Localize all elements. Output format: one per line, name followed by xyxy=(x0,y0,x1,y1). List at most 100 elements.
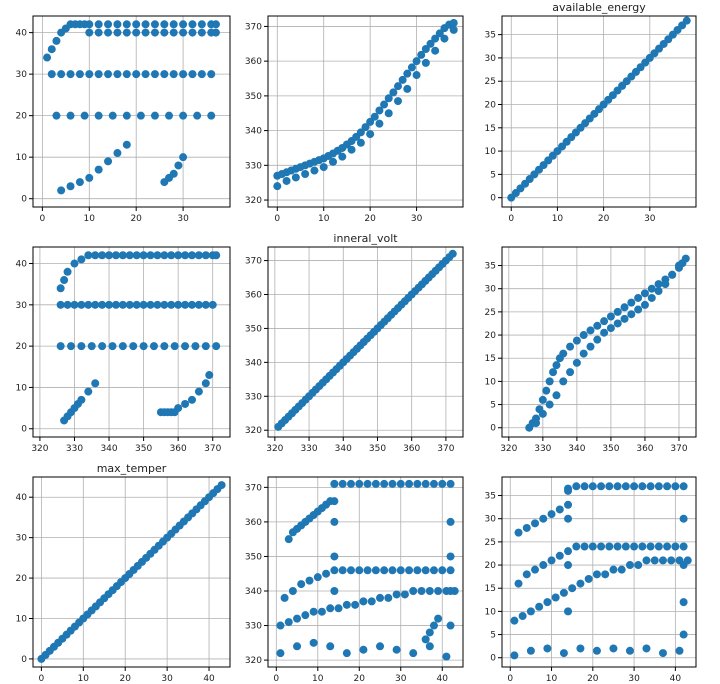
scatter-point xyxy=(174,251,183,260)
scatter-point xyxy=(322,569,331,578)
scatter-series xyxy=(507,16,691,202)
y-tick-label: 370 xyxy=(245,483,262,493)
scatter-point xyxy=(356,128,365,137)
x-tick-label: 10 xyxy=(312,674,324,684)
scatter-point xyxy=(392,590,401,599)
scatter-point xyxy=(77,255,86,264)
y-tick-label: 10 xyxy=(16,383,28,393)
scatter-point xyxy=(301,170,310,179)
scatter-point xyxy=(606,324,615,333)
scatter-point xyxy=(625,646,634,655)
y-tick-label: 5 xyxy=(490,170,496,180)
scatter-point xyxy=(605,542,614,551)
scatter-point xyxy=(91,379,100,388)
scatter-point xyxy=(70,259,79,268)
y-tick-label: 360 xyxy=(245,518,262,528)
x-tick-label: 20 xyxy=(598,214,610,224)
scatter-point xyxy=(291,173,300,182)
scatter-point xyxy=(84,387,93,396)
scatter-point xyxy=(160,342,169,351)
scatter-point xyxy=(646,482,655,491)
scatter-point xyxy=(188,20,197,29)
x-tick-label: 360 xyxy=(403,444,420,454)
x-tick-label: 360 xyxy=(636,444,653,454)
scatter-point xyxy=(276,621,285,630)
scatter-point xyxy=(371,479,380,488)
scatter-point xyxy=(640,300,649,309)
scatter-point xyxy=(440,34,449,43)
scatter-point xyxy=(510,651,519,660)
scatter-point xyxy=(179,111,188,120)
x-tick-label: 350 xyxy=(135,444,152,454)
y-tick-label: 20 xyxy=(485,101,497,111)
y-tick-label: 360 xyxy=(245,57,262,67)
y-tick-label: 35 xyxy=(485,262,496,272)
scatter-point xyxy=(559,649,568,658)
scatter-series xyxy=(273,18,458,191)
scatter-point xyxy=(105,300,114,309)
scatter-point xyxy=(85,28,94,37)
scatter-point xyxy=(139,300,148,309)
scatter-point xyxy=(389,88,398,97)
scatter-point xyxy=(564,547,573,556)
x-tick-label: 30 xyxy=(177,214,189,224)
scatter-point xyxy=(597,542,606,551)
scatter-point xyxy=(211,28,220,37)
scatter-point xyxy=(446,566,455,575)
x-tick-label: 20 xyxy=(119,674,131,684)
scatter-point xyxy=(139,251,148,260)
y-tick-label: 25 xyxy=(485,77,496,87)
scatter-point xyxy=(375,119,384,128)
scatter-point xyxy=(394,82,402,91)
scatter-point xyxy=(380,479,389,488)
scatter-point xyxy=(85,173,94,182)
scatter-point xyxy=(405,566,414,575)
scatter-point xyxy=(150,111,159,120)
scatter-point xyxy=(547,510,556,519)
scatter-point xyxy=(330,479,339,488)
scatter-point xyxy=(66,70,75,79)
scatter-point xyxy=(394,97,402,106)
scatter-point xyxy=(160,20,169,29)
scatter-point xyxy=(654,280,663,289)
scatter-point xyxy=(273,182,282,191)
scatter-point xyxy=(366,117,375,126)
x-tick-label: 330 xyxy=(66,444,83,454)
subplot-1: 0 10 20 30 0 10 20 30 40 xyxy=(16,15,231,224)
y-tick-label: 30 xyxy=(485,54,497,64)
scatter-point xyxy=(125,251,134,260)
x-tick-label: 40 xyxy=(670,674,682,684)
scatter-point xyxy=(355,566,364,575)
scatter-point xyxy=(559,588,568,597)
scatter-point xyxy=(150,20,159,29)
x-tick-label: 30 xyxy=(628,674,640,684)
scatter-point xyxy=(654,287,663,296)
scatter-point xyxy=(169,28,178,37)
scatter-point xyxy=(94,20,103,29)
scatter-point xyxy=(421,635,430,644)
scatter-point xyxy=(141,70,150,79)
scatter-point xyxy=(586,342,595,351)
scatter-point xyxy=(366,130,375,139)
scatter-point xyxy=(309,607,318,616)
scatter-point xyxy=(125,300,134,309)
scatter-point xyxy=(75,70,84,79)
scatter-point xyxy=(80,111,89,120)
subplot-title: inneral_volt xyxy=(333,232,398,245)
scatter-point xyxy=(338,566,347,575)
scatter-point xyxy=(179,20,188,29)
scatter-point xyxy=(421,566,430,575)
scatter-point xyxy=(330,497,339,506)
scatter-point xyxy=(167,300,176,309)
scatter-point xyxy=(284,535,293,544)
scatter-point xyxy=(671,482,680,491)
scatter-point xyxy=(139,342,148,351)
scatter-point xyxy=(446,517,455,526)
y-tick-label: 340 xyxy=(245,587,262,597)
scatter-point xyxy=(532,419,541,428)
scatter-point xyxy=(555,551,564,560)
scatter-point xyxy=(630,482,639,491)
scatter-point xyxy=(522,570,531,579)
scatter-point xyxy=(613,482,622,491)
scatter-point xyxy=(212,342,221,351)
